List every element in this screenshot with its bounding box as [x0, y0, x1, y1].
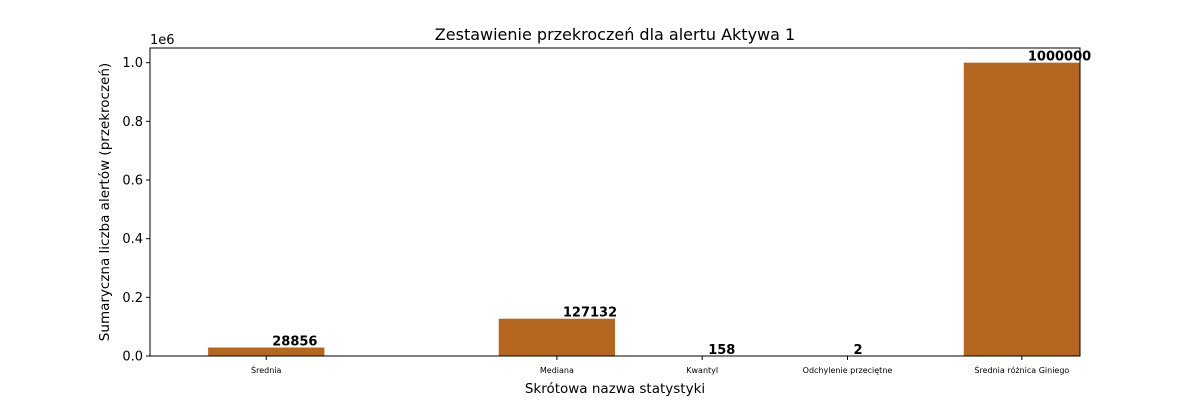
x-tick-label: Odchylenie przeciętne	[803, 366, 893, 375]
chart-title: Zestawienie przekroczeń dla alertu Aktyw…	[435, 25, 795, 44]
y-tick-label: 0.6	[122, 174, 143, 189]
x-tick-label: Średnia różnica Giniego	[974, 364, 1069, 375]
x-axis-label: Skrótowa nazwa statystyki	[525, 381, 705, 397]
x-tick-label: Kwantyl	[686, 366, 718, 375]
x-tick-label: Średnia	[251, 364, 281, 375]
bar	[499, 319, 615, 356]
y-tick-label: 1.0	[122, 56, 143, 71]
y-tick-label: 0.0	[122, 350, 143, 365]
x-tick-label: Mediana	[540, 366, 574, 375]
y-tick-label: 0.2	[122, 291, 143, 306]
bar-value-label: 28856	[272, 335, 317, 350]
y-tick-label: 0.4	[122, 232, 143, 247]
y-axis-offset-text: 1e6	[150, 33, 175, 48]
bar-value-label: 1000000	[1028, 50, 1091, 65]
bar-value-label: 127132	[563, 306, 617, 321]
y-tick-label: 0.8	[122, 115, 143, 130]
y-axis-label: Sumaryczna liczba alertów (przekroczeń)	[97, 63, 113, 341]
bar	[964, 63, 1080, 356]
